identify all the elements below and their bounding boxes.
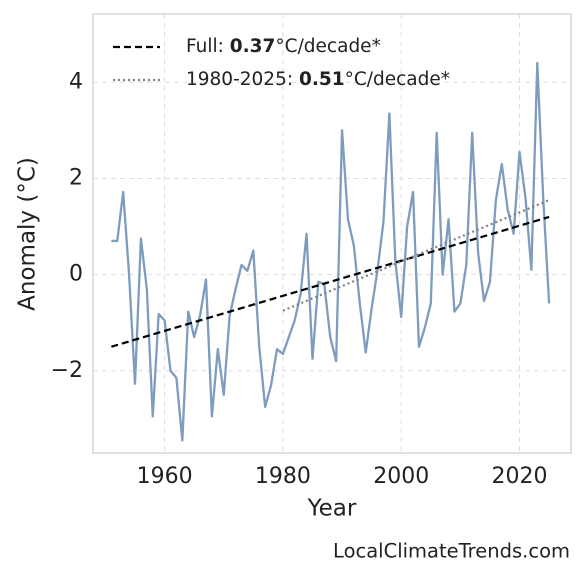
x-tick-label: 1980: [255, 464, 311, 489]
legend-suffix: °C/decade*: [345, 69, 450, 90]
legend-suffix: °C/decade*: [275, 36, 380, 57]
plot-frame: [92, 13, 572, 454]
x-tick-label: 1960: [137, 464, 193, 489]
x-tick-label: 2000: [373, 464, 429, 489]
anomaly-line: [111, 61, 551, 442]
legend-slope: 0.51: [299, 69, 345, 90]
y-tick-label: 4: [69, 69, 83, 94]
legend-label: 1980-2025: 0.51°C/decade*: [186, 69, 450, 90]
legend-prefix: 1980-2025:: [186, 69, 299, 90]
watermark: LocalClimateTrends.com: [333, 540, 570, 563]
trend-line: [111, 215, 550, 348]
trend-line: [282, 199, 550, 312]
legend-label: Full: 0.37°C/decade*: [186, 36, 381, 57]
legend-prefix: Full:: [186, 36, 230, 57]
y-axis-label: Anomaly (°C): [15, 157, 41, 311]
y-tick-label: 2: [69, 165, 83, 190]
legend-slope: 0.37: [230, 36, 276, 57]
x-axis-label: Year: [307, 496, 357, 522]
x-tick-label: 2020: [492, 464, 548, 489]
y-tick-label: 0: [69, 262, 83, 287]
y-tick-label: −2: [51, 358, 83, 383]
